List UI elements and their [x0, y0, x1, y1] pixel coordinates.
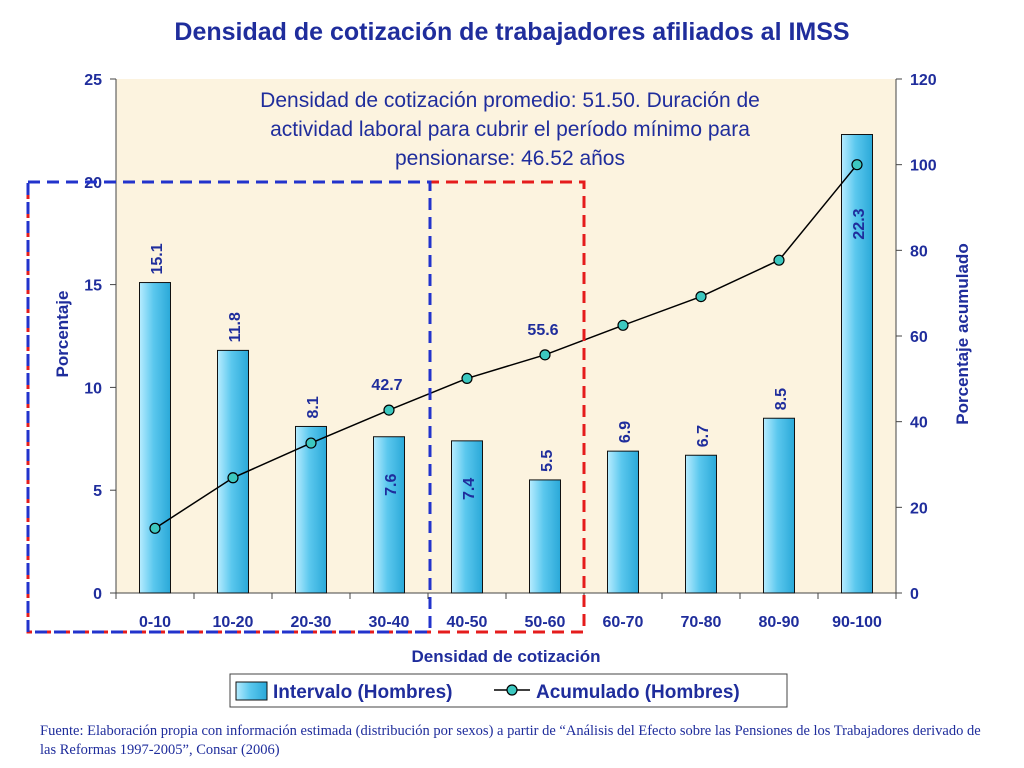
bar-value-label: 7.6: [383, 474, 400, 496]
x-tick-label: 40-50: [447, 614, 488, 631]
x-tick-label: 70-80: [681, 614, 722, 631]
bar-value-label: 8.5: [773, 388, 790, 410]
bar: [685, 454, 717, 594]
legend-line-marker: [506, 684, 518, 696]
x-tick-label: 30-40: [369, 614, 410, 631]
y-tick-label: 25: [84, 72, 102, 89]
legend-bar-label: Intervalo (Hombres): [273, 682, 452, 703]
bar-value-label: 15.1: [149, 243, 166, 274]
bar-value-label: 11.8: [227, 312, 244, 342]
x-tick-label: 80-90: [759, 614, 800, 631]
annotation-text: Densidad de cotización promedio: 51.50. …: [260, 89, 760, 170]
x-axis-title: Densidad de cotización: [412, 647, 601, 666]
bar-value-label: 22.3: [851, 208, 868, 239]
bar-value-label: 6.7: [695, 425, 712, 447]
y2-tick-label: 40: [910, 415, 928, 432]
cumulative-line: [154, 164, 858, 529]
cumulative-value-label: 42.7: [371, 377, 402, 394]
y2-tick-label: 60: [910, 329, 928, 346]
bar-value-label: 8.1: [305, 396, 322, 418]
cumulative-point: [383, 404, 395, 416]
cumulative-value-label: 55.6: [527, 322, 558, 339]
blue-dashed-box: [26, 180, 432, 634]
legend-line-label: Acumulado (Hombres): [536, 682, 740, 703]
x-tick-label: 60-70: [603, 614, 644, 631]
y2-tick-label: 0: [910, 586, 919, 603]
y-axis-title: Porcentaje: [53, 291, 72, 378]
legend-bar-swatch: [235, 681, 268, 701]
bar: [217, 349, 249, 594]
y2-tick-label: 120: [910, 72, 937, 89]
y2-axis-title: Porcentaje acumulado: [953, 243, 972, 424]
x-tick-label: 10-20: [213, 614, 254, 631]
cumulative-point: [305, 437, 317, 449]
x-tick-label: 20-30: [291, 614, 332, 631]
cumulative-point: [149, 522, 161, 534]
y-tick-label: 15: [84, 278, 102, 295]
cumulative-point: [461, 372, 473, 385]
y2-tick-label: 80: [910, 243, 928, 260]
bar: [295, 425, 327, 594]
y-tick-label: 5: [93, 483, 102, 500]
bar: [451, 440, 483, 594]
cumulative-point: [695, 290, 707, 303]
bar-value-label: 7.4: [461, 478, 478, 500]
y-tick-label: 10: [84, 380, 102, 397]
y2-tick-label: 20: [910, 500, 928, 517]
bar: [841, 134, 873, 594]
cumulative-point: [539, 349, 551, 361]
x-tick-label: 50-60: [525, 614, 566, 631]
x-tick-label: 90-100: [832, 614, 882, 631]
bar-value-label: 5.5: [539, 450, 556, 472]
annotation-line: Densidad de cotización promedio: 51.50. …: [260, 89, 760, 112]
cumulative-point: [851, 159, 863, 171]
cumulative-point: [773, 254, 785, 266]
bar: [373, 436, 405, 594]
x-tick-label: 0-10: [139, 614, 171, 631]
cumulative-point: [227, 472, 239, 484]
annotation-line: actividad laboral para cubrir el período…: [270, 118, 750, 141]
source-note: Fuente: Elaboración propia con informaci…: [40, 723, 981, 758]
cumulative-point: [617, 319, 629, 331]
bar: [139, 282, 171, 594]
chart-title: Densidad de cotización de trabajadores a…: [174, 18, 850, 46]
bar: [607, 450, 639, 594]
y-tick-label: 0: [93, 586, 102, 603]
bar-value-label: 6.9: [617, 421, 634, 443]
bar: [763, 417, 795, 594]
bar: [529, 479, 561, 594]
annotation-line: pensionarse: 46.52 años: [395, 147, 625, 170]
y2-tick-label: 100: [910, 158, 937, 175]
